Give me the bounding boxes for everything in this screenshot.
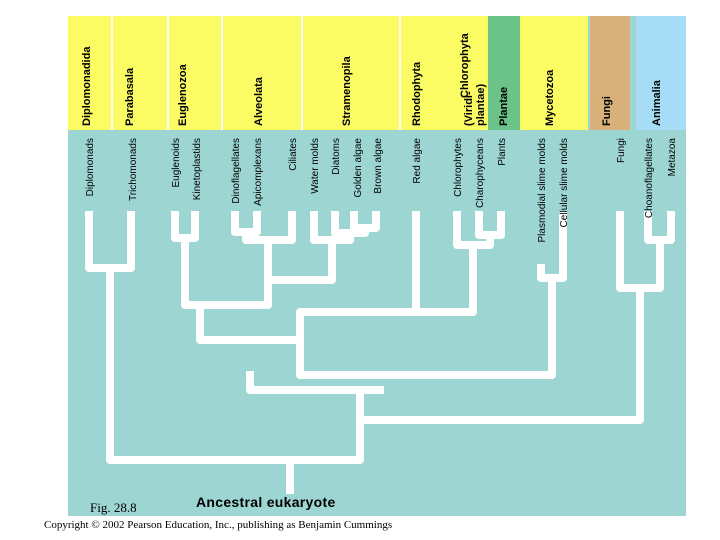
group-label-euglenozoa: Euglenozoa [177,63,189,126]
group-label-rhodophyta: Rhodophyta [411,61,423,126]
taxon-label-apicomplexans: Apicomplexans [253,138,264,206]
taxon-label-trichomonads: Trichomonads [128,138,139,201]
tree-branch-13 [264,236,336,284]
taxon-label-euglenoids: Euglenoids [171,138,182,187]
tree-branch-16 [296,274,556,379]
taxon-label-red-algae: Red algae [412,138,423,184]
group-band-2 [488,16,520,130]
group-label-diplomonadida: Diplomonadida [81,46,93,126]
group-label-plantae: Plantae [498,87,510,126]
tree-branch-18 [106,264,644,464]
taxon-label-charophyceans: Charophyceans [475,138,486,208]
copyright-text: Copyright © 2002 Pearson Education, Inc.… [44,519,393,531]
group-band-0 [68,16,452,130]
taxon-label-cellular-slime-molds: Cellular slime molds [559,138,570,227]
taxon-label-chlorophytes: Chlorophytes [453,138,464,197]
taxon-label-fungi: Fungi [616,138,627,163]
group-label-stramenopila: Stramenopila [341,55,353,126]
taxon-label-golden-algae: Golden algae [353,138,364,198]
tree-branch-14 [412,211,477,316]
figure-label: Fig. 28.8 [90,500,137,515]
group-label-fungi: Fungi [601,96,613,126]
group-label-mycetozoa: Mycetozoa [544,69,556,126]
group-label-parabasala: Parabasala [124,67,136,126]
taxon-label-water-molds: Water molds [310,138,321,194]
root-label: Ancestral eukaryote [196,494,336,510]
taxon-label-kinetoplastids: Kinetoplastids [192,138,203,200]
taxon-label-metazoa: Metazoa [667,138,678,177]
group-band-1 [452,16,488,130]
taxon-label-plasmodial-slime-molds: Plasmodial slime molds [537,138,548,242]
group-label-viridi: (Viridi- [463,91,475,126]
taxon-label-diplomonads: Diplomonads [85,138,96,196]
taxon-label-brown-algae: Brown algae [373,138,384,194]
taxon-label-ciliates: Ciliates [288,138,299,171]
taxon-label-dinoflagellates: Dinoflagellates [231,138,242,204]
tree-branch-17 [246,371,384,394]
group-label-alveolata: Alveolata [253,76,265,126]
group-band-3 [520,16,588,130]
taxon-label-choanoflagellates: Choanoflagellates [644,138,655,218]
group-label-chlorophyta: Chlorophyta [459,32,471,98]
group-label-animalia: Animalia [651,79,663,126]
group-label-plantae: plantae) [475,83,487,126]
taxon-label-diatoms: Diatoms [331,138,342,175]
group-band-4 [590,16,630,130]
taxon-label-plants: Plants [497,138,508,166]
tree-branch-12 [181,234,272,309]
group-band-5 [636,16,686,130]
